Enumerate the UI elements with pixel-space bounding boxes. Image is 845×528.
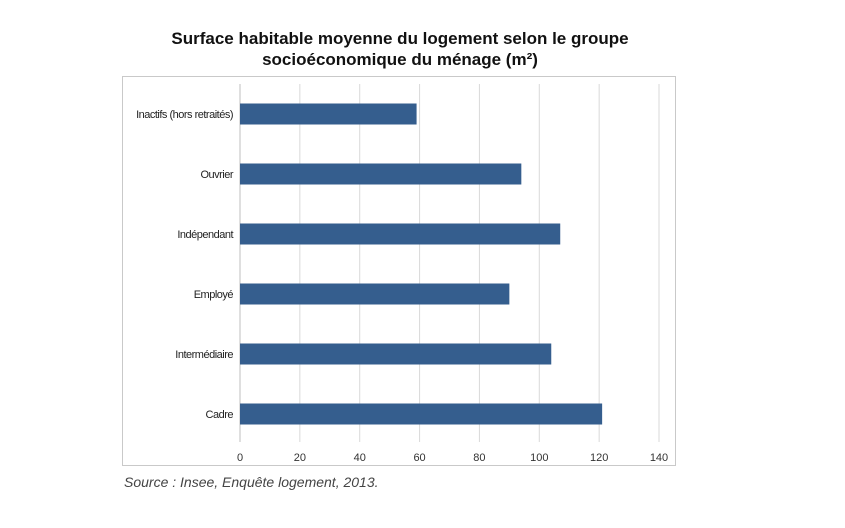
bar-3 xyxy=(240,283,510,305)
bar-0 xyxy=(240,103,417,125)
x-tick-label-20: 20 xyxy=(294,452,306,464)
bar-1 xyxy=(240,163,522,185)
x-tick-label-0: 0 xyxy=(237,452,243,464)
category-label-4: Intermédiaire xyxy=(175,349,233,361)
bar-5 xyxy=(240,403,603,425)
bar-4 xyxy=(240,343,552,365)
x-tick-label-60: 60 xyxy=(413,452,425,464)
x-tick-label-140: 140 xyxy=(650,452,668,464)
chart-title-line-1: Surface habitable moyenne du logement se… xyxy=(171,29,629,48)
bar-2 xyxy=(240,223,561,245)
x-tick-label-120: 120 xyxy=(590,452,608,464)
category-label-2: Indépendant xyxy=(177,229,233,241)
chart-title: Surface habitable moyenne du logement se… xyxy=(130,28,670,70)
category-label-1: Ouvrier xyxy=(200,169,233,181)
chart-frame xyxy=(122,76,676,466)
x-tick-label-40: 40 xyxy=(354,452,366,464)
source-note: Source : Insee, Enquête logement, 2013. xyxy=(124,474,379,490)
category-label-0: Inactifs (hors retraités) xyxy=(136,109,233,121)
chart-title-line-2: socioéconomique du ménage (m²) xyxy=(262,50,538,69)
category-label-5: Cadre xyxy=(206,409,234,421)
x-tick-label-80: 80 xyxy=(473,452,485,464)
category-label-3: Employé xyxy=(194,289,234,301)
x-tick-label-100: 100 xyxy=(530,452,548,464)
